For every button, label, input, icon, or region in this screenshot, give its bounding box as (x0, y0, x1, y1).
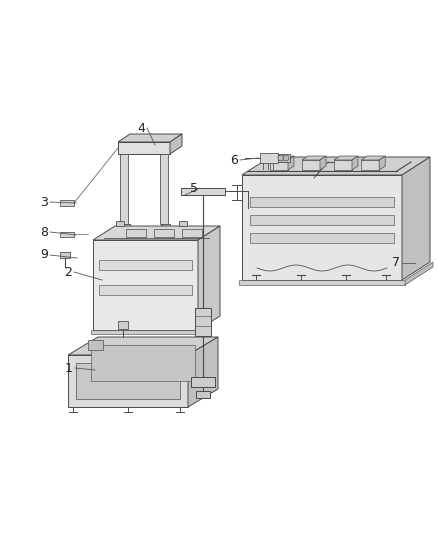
Polygon shape (196, 391, 210, 398)
Polygon shape (379, 156, 385, 170)
Polygon shape (361, 156, 385, 160)
Polygon shape (239, 280, 405, 285)
Polygon shape (242, 157, 430, 175)
Polygon shape (116, 236, 131, 242)
Polygon shape (288, 156, 294, 170)
Polygon shape (302, 160, 320, 170)
Polygon shape (93, 240, 198, 330)
Polygon shape (93, 226, 220, 240)
Text: 1: 1 (65, 361, 73, 375)
Text: 4: 4 (137, 122, 145, 134)
Polygon shape (126, 229, 146, 237)
Polygon shape (162, 224, 170, 239)
Polygon shape (352, 156, 358, 170)
Text: 5: 5 (190, 182, 198, 195)
Circle shape (278, 155, 284, 161)
Polygon shape (181, 188, 225, 195)
Polygon shape (91, 330, 200, 334)
Bar (179, 221, 187, 226)
Bar (60, 200, 74, 206)
Polygon shape (182, 229, 202, 237)
Bar (116, 221, 124, 226)
Text: 7: 7 (392, 256, 400, 270)
Polygon shape (68, 355, 188, 407)
Bar (99, 285, 192, 295)
Polygon shape (405, 262, 433, 285)
Polygon shape (118, 224, 130, 239)
Polygon shape (402, 157, 430, 280)
Polygon shape (270, 160, 288, 170)
Polygon shape (361, 160, 379, 170)
Polygon shape (118, 142, 170, 154)
Polygon shape (170, 134, 182, 154)
Polygon shape (334, 156, 358, 160)
Text: 8: 8 (40, 225, 48, 238)
Polygon shape (91, 345, 195, 381)
Bar (250, 215, 394, 225)
Bar (118, 321, 128, 329)
Polygon shape (76, 363, 180, 399)
Polygon shape (320, 156, 326, 170)
Polygon shape (334, 160, 352, 170)
Bar (99, 260, 192, 270)
Bar (60, 232, 74, 237)
Text: 3: 3 (40, 196, 48, 208)
Polygon shape (68, 337, 218, 355)
Polygon shape (188, 337, 218, 407)
Polygon shape (260, 153, 278, 163)
Text: 2: 2 (64, 265, 72, 279)
Bar (250, 197, 394, 207)
Polygon shape (154, 229, 174, 237)
Polygon shape (270, 156, 294, 160)
Bar (250, 233, 394, 243)
Polygon shape (120, 154, 128, 224)
Polygon shape (191, 377, 215, 387)
Polygon shape (160, 154, 168, 224)
Polygon shape (195, 308, 211, 336)
Bar (60, 252, 70, 258)
Polygon shape (242, 175, 402, 280)
Polygon shape (160, 236, 174, 242)
Polygon shape (118, 134, 182, 142)
Text: 9: 9 (40, 248, 48, 262)
Circle shape (283, 155, 289, 161)
Polygon shape (302, 156, 326, 160)
Polygon shape (198, 226, 220, 330)
Polygon shape (278, 154, 290, 162)
Text: 6: 6 (230, 154, 238, 166)
Polygon shape (88, 340, 103, 350)
